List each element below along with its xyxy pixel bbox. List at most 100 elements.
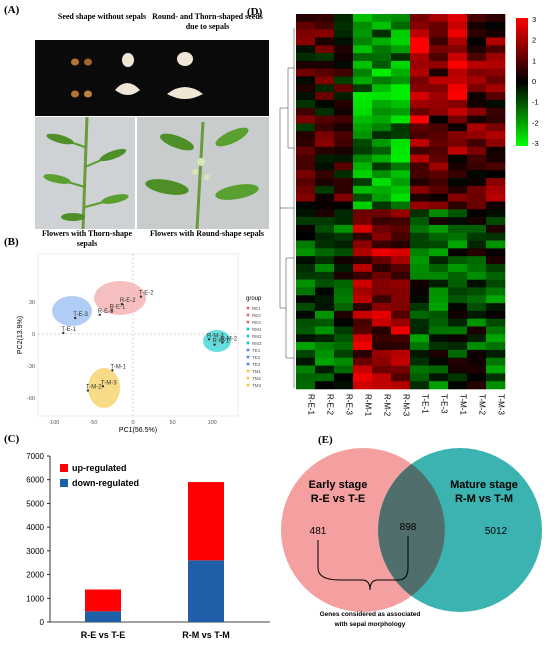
heatmap-cell — [467, 201, 487, 210]
heatmap-cell — [448, 264, 468, 273]
heatmap-cell — [353, 146, 373, 155]
heatmap-cell — [448, 248, 468, 257]
pca-ytick: 30 — [29, 300, 35, 306]
heatmap-cell — [334, 248, 354, 257]
heatmap-cell — [391, 193, 411, 202]
heatmap-cell — [410, 224, 430, 234]
heatmap-cell — [391, 99, 411, 109]
heatmap-cell — [467, 232, 487, 241]
heatmap-cell — [353, 14, 373, 23]
heatmap-cell — [315, 279, 335, 288]
heatmap-cell — [486, 326, 506, 335]
heatmap-cell — [296, 303, 316, 312]
heatmap-cell — [315, 84, 335, 93]
pca-ytick: -60 — [27, 396, 35, 402]
heatmap-cell — [372, 99, 392, 109]
heatmap-cell — [334, 295, 354, 304]
heatmap-cell — [429, 279, 449, 288]
heatmap-cell — [315, 99, 335, 109]
heatmap-cell — [296, 334, 316, 343]
heatmap-cell — [353, 84, 373, 93]
heatmap-cell — [429, 224, 449, 234]
heatmap-cell — [334, 264, 354, 273]
heatmap-cell — [410, 185, 430, 194]
pca-legend-dot — [246, 369, 250, 373]
heatmap-cell — [467, 14, 487, 23]
heatmap-cell — [429, 310, 449, 319]
heatmap-cell — [334, 92, 354, 101]
heatmap-cell — [353, 224, 373, 234]
heatmap-cell — [315, 29, 335, 38]
pca-ytick: -30 — [27, 364, 35, 370]
heatmap-cell — [372, 123, 392, 132]
heatmap-cell — [353, 178, 373, 187]
pca-point-label: R-M-1 — [213, 339, 230, 345]
heatmap-cell — [296, 185, 316, 194]
heatmap-cell — [467, 29, 487, 38]
heatmap-cell — [296, 14, 316, 23]
heatmap-cell — [448, 209, 468, 218]
heatmap-cell — [448, 162, 468, 171]
pca-legend-dot — [246, 362, 250, 366]
seed-photo-graphic — [71, 52, 203, 99]
heatmap-cell — [448, 303, 468, 312]
heatmap-cell — [296, 349, 316, 359]
heatmap-cell — [296, 295, 316, 304]
heatmap-cell — [486, 162, 506, 171]
pca-point — [221, 341, 224, 344]
heatmap-cell — [353, 131, 373, 140]
pca-legend-title: group — [246, 296, 262, 302]
heatmap-cell — [334, 53, 354, 62]
heatmap-cell — [448, 365, 468, 374]
heatmap-cell — [486, 310, 506, 319]
heatmap-cell — [372, 256, 392, 265]
heatmap-cell — [334, 217, 354, 226]
heatmap-cell — [448, 232, 468, 241]
heatmap-cell — [315, 349, 335, 359]
heatmap-cell — [391, 334, 411, 343]
pca-legend-label: TE3 — [252, 362, 261, 367]
heatmap-cell — [429, 162, 449, 171]
heatmap-column-label: R-M-3 — [402, 394, 411, 417]
heatmap-cell — [429, 326, 449, 335]
heatmap-cell — [296, 201, 316, 210]
heatmap-cell — [372, 248, 392, 257]
heatmap-cell — [315, 295, 335, 304]
heatmap-cell — [296, 373, 316, 382]
heatmap-cell — [353, 99, 373, 109]
pca-point — [139, 295, 143, 298]
heatmap-cell — [429, 193, 449, 202]
heatmap-cell — [391, 295, 411, 304]
heatmap-cell — [296, 318, 316, 327]
heatmap-cell — [372, 37, 392, 46]
heatmap-cell — [410, 248, 430, 257]
color-scale-tick: 1 — [532, 56, 536, 65]
heatmap-cell — [315, 271, 335, 280]
heatmap-cell — [296, 232, 316, 241]
heatmap-cell — [315, 45, 335, 54]
pca-xticks: -100 -50 0 50 100 — [48, 420, 216, 426]
heatmap-cell — [486, 217, 506, 226]
heatmap-cell — [429, 92, 449, 101]
heatmap-cell — [429, 318, 449, 327]
heatmap-cell — [391, 310, 411, 319]
heatmap-cell — [315, 92, 335, 101]
heatmap-cell — [448, 185, 468, 194]
heatmap-cell — [486, 318, 506, 327]
heatmap-cell — [372, 326, 392, 335]
heatmap-cell — [410, 381, 430, 390]
bar-down-segment — [188, 560, 224, 622]
heatmap-cell — [353, 232, 373, 241]
bar-ytick-label: 4000 — [26, 523, 44, 532]
heatmap-cell — [391, 224, 411, 234]
heatmap-cell — [372, 381, 392, 390]
heatmap-cell — [353, 162, 373, 171]
pca-legend-label: RE3 — [252, 320, 261, 325]
heatmap-cell — [467, 146, 487, 155]
heatmap-cell — [315, 53, 335, 62]
heatmap-cell — [410, 107, 430, 116]
heatmap-cell — [315, 170, 335, 179]
heatmap-cell — [486, 248, 506, 257]
heatmap-cell — [410, 303, 430, 312]
heatmap-cell — [372, 170, 392, 179]
